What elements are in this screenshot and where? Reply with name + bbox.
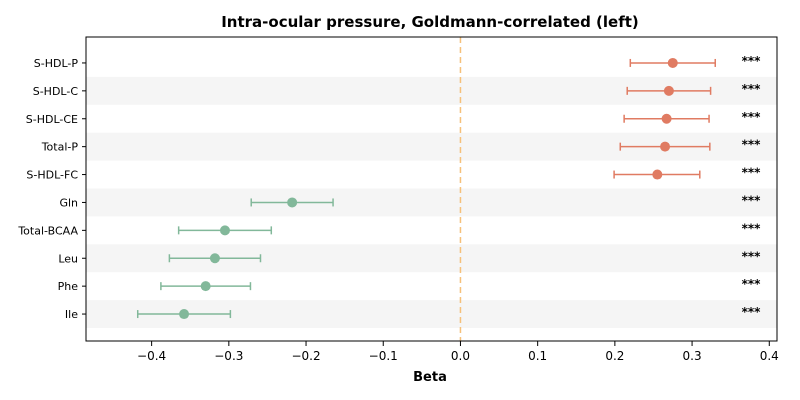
significance-label: *** [742, 82, 762, 96]
row-shade [86, 188, 777, 217]
plot-frame [85, 36, 778, 342]
data-point [661, 113, 672, 124]
y-tick-label: S-HDL-FC [26, 169, 78, 182]
data-point [209, 253, 220, 264]
significance-label: *** [742, 110, 762, 124]
x-tick-label: 0.2 [605, 349, 624, 363]
significance-label: *** [742, 193, 762, 207]
y-tick-label: S-HDL-P [34, 57, 79, 70]
x-tick-label: 0.3 [683, 349, 702, 363]
x-tick-label: 0.4 [760, 349, 779, 363]
data-point [287, 197, 298, 208]
y-tick-label: Total-BCAA [17, 224, 78, 237]
significance-label: *** [742, 249, 762, 263]
data-point [660, 141, 671, 152]
y-tick-label: S-HDL-C [33, 85, 79, 98]
y-tick-label: Leu [58, 252, 78, 265]
significance-label: *** [742, 277, 762, 291]
data-point [200, 281, 211, 292]
data-points [179, 57, 678, 320]
x-axis-label: Beta [413, 370, 447, 385]
data-point [219, 225, 230, 236]
chart-title: Intra-ocular pressure, Goldmann-correlat… [221, 13, 639, 31]
data-point [663, 85, 674, 96]
row-shading [86, 76, 777, 328]
significance-label: *** [742, 138, 762, 152]
x-tick-label: 0.0 [451, 349, 470, 363]
data-point [667, 57, 678, 68]
data-point [652, 169, 663, 180]
y-tick-label: Ile [65, 308, 78, 321]
data-point [179, 309, 190, 320]
y-tick-label: Phe [58, 280, 79, 293]
x-tick-label: 0.1 [528, 349, 547, 363]
x-tick-label: −0.3 [214, 349, 243, 363]
y-tick-label: Total-P [41, 141, 79, 154]
x-tick-label: −0.4 [137, 349, 166, 363]
y-tick-label: S-HDL-CE [26, 113, 78, 126]
significance-labels: *** *** *** *** *** *** *** *** *** *** [742, 54, 762, 319]
x-tick-label: −0.2 [291, 349, 320, 363]
y-tick-labels: S-HDL-P S-HDL-C S-HDL-CE Total-P S-HDL-FC Gln… [17, 57, 86, 321]
significance-label: *** [742, 166, 762, 180]
x-tick-label: −0.1 [369, 349, 398, 363]
significance-label: *** [742, 54, 762, 68]
y-tick-label: Gln [59, 196, 78, 209]
significance-label: *** [742, 221, 762, 235]
significance-label: *** [742, 305, 762, 319]
x-axis-ticks: −0.4 −0.3 −0.2 −0.1 0.0 0.1 0.2 0.3 0.4 [137, 341, 779, 363]
